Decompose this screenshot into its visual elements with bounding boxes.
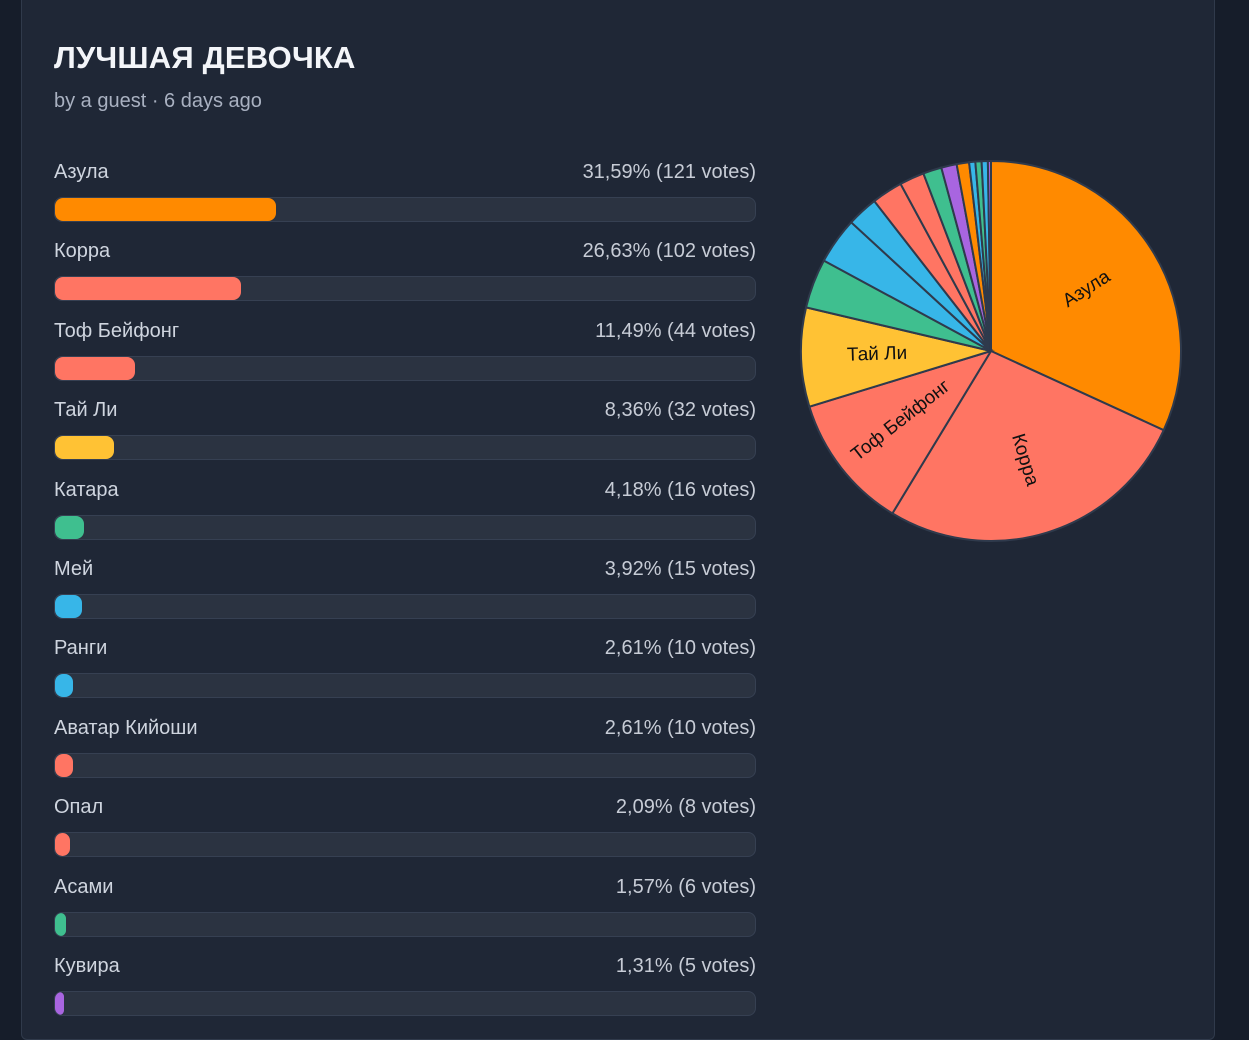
option-bar-fill bbox=[55, 198, 277, 221]
option-name: Катара bbox=[54, 478, 119, 501]
option-stat: 1,31% (5 votes) bbox=[615, 954, 756, 977]
poll-option: Тоф Бейфонг 11,49% (44 votes) bbox=[54, 319, 756, 398]
poll-option: Опал 2,09% (8 votes) bbox=[54, 795, 756, 874]
option-stat: 3,92% (15 votes) bbox=[604, 557, 756, 580]
poll-option-header: Тай Ли 8,36% (32 votes) bbox=[54, 398, 756, 422]
option-bar-track bbox=[54, 911, 756, 937]
option-stat: 4,18% (16 votes) bbox=[604, 478, 756, 501]
option-bar-track bbox=[54, 990, 756, 1016]
poll-option-header: Мей 3,92% (15 votes) bbox=[54, 557, 756, 581]
option-stat: 2,61% (10 votes) bbox=[604, 716, 756, 739]
poll-option-header: Катара 4,18% (16 votes) bbox=[54, 478, 756, 502]
option-name: Азула bbox=[54, 161, 109, 183]
option-name: Асами bbox=[54, 875, 114, 898]
poll-meta: by a guest · 6 days ago bbox=[54, 90, 262, 112]
option-bar-fill bbox=[55, 356, 136, 380]
option-bar-fill bbox=[55, 912, 66, 936]
option-name: Опал bbox=[54, 796, 104, 819]
pie-slice bbox=[986, 159, 992, 352]
option-stat: 1,57% (6 votes) bbox=[615, 875, 756, 898]
option-name: Тай Ли bbox=[54, 399, 118, 422]
option-bar-track bbox=[54, 276, 756, 302]
option-bar-track bbox=[54, 355, 756, 381]
option-name: Мей bbox=[54, 557, 94, 580]
option-bar-fill bbox=[55, 674, 74, 698]
option-bar-track bbox=[54, 197, 756, 222]
option-name: Ранги bbox=[54, 637, 108, 660]
option-bar-track bbox=[54, 514, 756, 540]
option-stat: 2,61% (10 votes) bbox=[604, 637, 756, 660]
pie-slice bbox=[808, 349, 994, 515]
option-bar-fill bbox=[55, 515, 85, 539]
poll-title: ЛУЧШАЯ ДЕВОЧКА bbox=[54, 40, 356, 75]
option-bar-track bbox=[54, 752, 756, 778]
option-bar-track bbox=[54, 593, 756, 619]
option-name: Кувира bbox=[54, 954, 120, 977]
poll-option: Асами 1,57% (6 votes) bbox=[54, 875, 756, 954]
poll-option: Катара 4,18% (16 votes) bbox=[54, 478, 756, 557]
option-stat: 26,63% (102 votes) bbox=[582, 240, 756, 263]
poll-option-header: Азула 31,59% (121 votes) bbox=[54, 160, 756, 184]
poll-option: Тай Ли 8,36% (32 votes) bbox=[54, 398, 756, 477]
option-bar-fill bbox=[55, 277, 242, 301]
poll-option-header: Тоф Бейфонг 11,49% (44 votes) bbox=[54, 319, 756, 343]
poll-option-header: Опал 2,09% (8 votes) bbox=[54, 795, 756, 819]
option-bar-fill bbox=[55, 594, 83, 618]
poll-option: Азула 31,59% (121 votes) bbox=[54, 160, 756, 239]
option-stat: 11,49% (44 votes) bbox=[595, 319, 756, 342]
pie-slice-label: Тай Ли bbox=[847, 343, 908, 366]
option-bar-track bbox=[54, 832, 756, 858]
poll-option: Кувира 1,31% (5 votes) bbox=[54, 954, 756, 1033]
pie-slice bbox=[990, 159, 1182, 432]
poll-option: Аватар Кийоши 2,61% (10 votes) bbox=[54, 716, 756, 795]
poll-option-header: Корра 26,63% (102 votes) bbox=[54, 239, 756, 263]
option-bar-track bbox=[54, 673, 756, 699]
poll-option-header: Асами 1,57% (6 votes) bbox=[54, 875, 756, 899]
pie-slice bbox=[891, 349, 1166, 542]
option-bar-track bbox=[54, 435, 756, 461]
pie-slice bbox=[800, 306, 995, 408]
poll-option: Ранги 2,61% (10 votes) bbox=[54, 636, 756, 715]
poll-option-header: Аватар Кийоши 2,61% (10 votes) bbox=[54, 716, 756, 740]
option-name: Корра bbox=[54, 240, 111, 263]
results-pie-chart: Азула Корра Тоф Бейфонг Тай Ли bbox=[795, 155, 1187, 547]
option-bar-fill bbox=[55, 833, 70, 857]
option-bar-fill bbox=[55, 991, 65, 1015]
option-name: Тоф Бейфонг bbox=[54, 319, 180, 342]
option-bar-fill bbox=[55, 753, 74, 777]
option-stat: 8,36% (32 votes) bbox=[604, 399, 756, 422]
poll-option-header: Ранги 2,61% (10 votes) bbox=[54, 636, 756, 660]
poll-options-list: Азула 31,59% (121 votes) Корра 26,63% (102 … bbox=[54, 160, 756, 1033]
option-name: Аватар Кийоши bbox=[54, 716, 198, 739]
option-stat: 2,09% (8 votes) bbox=[615, 796, 756, 819]
option-bar-fill bbox=[55, 436, 114, 460]
poll-option: Мей 3,92% (15 votes) bbox=[54, 557, 756, 636]
option-stat: 31,59% (121 votes) bbox=[582, 161, 756, 183]
poll-option: Корра 26,63% (102 votes) bbox=[54, 239, 756, 318]
poll-option-header: Кувира 1,31% (5 votes) bbox=[54, 954, 756, 978]
